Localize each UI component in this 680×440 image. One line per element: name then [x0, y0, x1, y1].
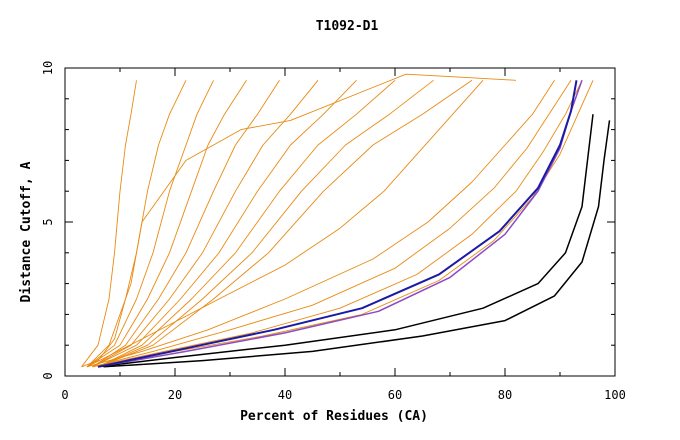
model-curve-11: [97, 79, 473, 368]
x-tick-label-0: 0: [61, 388, 68, 402]
model-curve-9: [97, 79, 396, 368]
model-curve-8: [92, 79, 357, 368]
axis-ticks: 0 20 40 60 80 100 0 5 10: [41, 61, 626, 402]
model-curve-1: [81, 73, 517, 368]
model-curve-18: [103, 120, 611, 368]
model-curve-7: [92, 80, 319, 368]
model-curve-4: [86, 80, 214, 368]
model-curve-14: [92, 80, 583, 368]
model-curve-3: [86, 80, 187, 368]
y-tick-label-10: 10: [41, 61, 55, 75]
model-curve-20: [97, 80, 578, 368]
model-curve-2: [81, 80, 137, 368]
x-tick-label-40: 40: [278, 388, 292, 402]
model-curve-10: [97, 79, 434, 368]
y-axis-title: Distance Cutoff, A: [19, 161, 34, 302]
x-axis-title: Percent of Residues (CA): [240, 409, 428, 424]
model-curve-15: [97, 80, 594, 368]
y-tick-label-5: 5: [41, 218, 55, 225]
x-tick-label-20: 20: [168, 388, 182, 402]
x-tick-label-60: 60: [388, 388, 402, 402]
model-curves: [81, 73, 611, 368]
model-curve-5: [86, 80, 247, 368]
chart-title: T1092-D1: [316, 19, 379, 34]
model-curve-12: [86, 80, 555, 368]
model-curve-17: [97, 114, 594, 368]
x-tick-label-80: 80: [498, 388, 512, 402]
model-curve-16: [86, 80, 484, 368]
model-curve-6: [92, 80, 280, 368]
x-tick-label-100: 100: [604, 388, 626, 402]
model-curve-13: [92, 80, 572, 368]
y-tick-label-0: 0: [41, 372, 55, 379]
